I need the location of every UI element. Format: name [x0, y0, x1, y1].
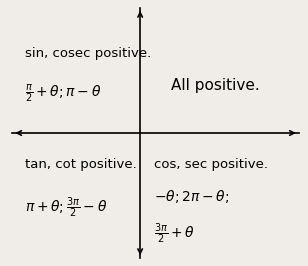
- Text: $\pi+\theta;\frac{3\pi}{2}-\theta$: $\pi+\theta;\frac{3\pi}{2}-\theta$: [25, 195, 107, 220]
- Text: sin, cosec positive.: sin, cosec positive.: [25, 47, 151, 60]
- Text: $\frac{\pi}{2}+\theta;\pi-\theta$: $\frac{\pi}{2}+\theta;\pi-\theta$: [25, 82, 101, 104]
- Text: $\frac{3\pi}{2}+\theta$: $\frac{3\pi}{2}+\theta$: [154, 222, 195, 246]
- Text: All positive.: All positive.: [171, 78, 260, 93]
- Text: tan, cot positive.: tan, cot positive.: [25, 159, 136, 171]
- Text: $-\theta;2\pi-\theta;$: $-\theta;2\pi-\theta;$: [154, 188, 229, 205]
- Text: cos, sec positive.: cos, sec positive.: [154, 159, 268, 171]
